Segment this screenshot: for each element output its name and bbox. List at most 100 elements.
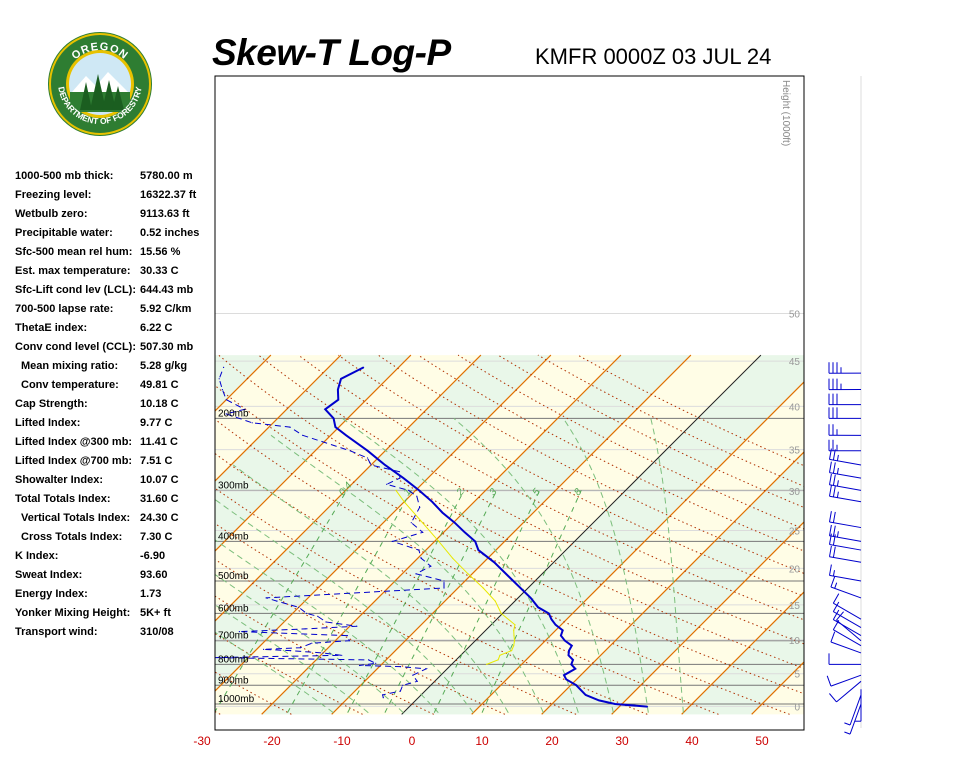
- series-point: [337, 389, 339, 391]
- index-label: Cross Totals Index:: [21, 531, 123, 543]
- series-point: [408, 489, 410, 491]
- wind-barb: [828, 653, 862, 665]
- index-value: 0.52 inches: [140, 227, 200, 239]
- series-point: [363, 366, 365, 368]
- isotherm-band: [261, 355, 691, 715]
- index-label: Showalter Index:: [15, 474, 104, 486]
- series-point: [299, 647, 301, 649]
- index-row: Vertical Totals Index: 24.30 C: [15, 512, 225, 528]
- index-value: 507.30 mb: [140, 341, 194, 353]
- height-label: 20: [789, 564, 801, 575]
- wind-barb: [844, 703, 862, 735]
- isotherm-band: [331, 355, 761, 715]
- series-point: [322, 652, 324, 654]
- series-point: [325, 621, 327, 623]
- index-row: Energy Index: 1.73: [15, 588, 225, 604]
- index-row: Freezing level: 16322.37 ft: [15, 189, 225, 205]
- index-label: Cap Strength:: [15, 398, 88, 410]
- index-label: Sfc-Lift cond lev (LCL):: [15, 284, 136, 296]
- series-point: [513, 635, 515, 637]
- height-label: 15: [789, 601, 801, 612]
- series-point: [348, 640, 350, 642]
- index-row: Cross Totals Index: 7.30 C: [15, 531, 225, 547]
- wind-barb: [829, 533, 862, 551]
- index-label: Sweat Index:: [15, 569, 83, 581]
- isotherm: [215, 354, 342, 482]
- height-labels: 0 5 10 15 20 25 30 35 40 45 50: [789, 309, 801, 713]
- series-point: [358, 664, 361, 667]
- height-label: 50: [789, 309, 801, 320]
- series-point: [370, 464, 372, 466]
- moist-adiabat: [342, 417, 579, 713]
- index-row: Conv temperature: 49.81 C: [15, 379, 225, 395]
- wind-barbs: [826, 362, 862, 735]
- series-point: [443, 580, 445, 582]
- index-label: Lifted Index:: [15, 417, 81, 429]
- series-point: [482, 587, 484, 589]
- series-point: [276, 600, 278, 602]
- series-point: [218, 378, 220, 380]
- series-point: [289, 650, 291, 652]
- series-point: [564, 640, 566, 642]
- index-value: 15.56 %: [140, 246, 181, 258]
- x-axis-ticks: -30 -20 -10 0 10 20 30 40 50: [193, 734, 769, 748]
- series-point: [302, 434, 304, 436]
- series-point: [333, 417, 335, 419]
- index-row: Transport wind: 310/08: [15, 626, 225, 642]
- height-label: 40: [789, 402, 801, 413]
- series-point: [571, 645, 573, 647]
- station-time: KMFR 0000Z 03 JUL 24: [535, 44, 772, 69]
- isotherm: [471, 381, 804, 715]
- series-point: [289, 426, 291, 428]
- wind-barb: [829, 473, 862, 491]
- x-tick-label: 40: [685, 734, 699, 748]
- x-tick-label: 50: [755, 734, 769, 748]
- mixing-ratio-line: [481, 490, 582, 713]
- pressure-label: 200mb: [218, 408, 249, 419]
- series-point: [514, 624, 516, 626]
- series-point: [560, 635, 562, 637]
- isotherm: [611, 521, 804, 715]
- index-label: K Index:: [15, 550, 59, 562]
- mixing-ratio-line: [433, 490, 541, 713]
- series-point: [467, 573, 469, 575]
- index-label: Energy Index:: [15, 588, 88, 600]
- index-row: Lifted Index: 9.77 C: [15, 417, 225, 433]
- series-point: [425, 668, 427, 670]
- height-label: 0: [794, 702, 800, 713]
- series-point: [499, 654, 501, 656]
- dry-adiabat: [218, 354, 804, 670]
- index-value: 5.92 C/km: [140, 303, 192, 315]
- series-point: [418, 549, 420, 551]
- index-value: 644.43 mb: [140, 284, 194, 296]
- series-point: [565, 678, 567, 680]
- series-point: [337, 399, 339, 401]
- x-tick-label: -20: [263, 734, 281, 748]
- moist-adiabat: [453, 418, 614, 713]
- series-point: [474, 540, 476, 543]
- wind-barb: [855, 689, 862, 722]
- dry-adiabat: [215, 522, 577, 715]
- index-label: 1000-500 mb thick:: [15, 170, 114, 182]
- series-point: [367, 450, 369, 452]
- series-point: [238, 631, 240, 633]
- height-label: 35: [789, 446, 801, 457]
- isotherm-band: [401, 355, 804, 715]
- index-value: 93.60: [140, 569, 168, 581]
- series-point: [452, 557, 454, 559]
- series-point: [646, 706, 649, 708]
- plot-frame: [214, 75, 805, 731]
- isotherm: [215, 354, 412, 552]
- series-point: [454, 522, 456, 524]
- wind-barb: [832, 601, 862, 628]
- series-point: [563, 674, 565, 676]
- index-value: 5K+ ft: [140, 607, 171, 619]
- series-point: [494, 600, 496, 602]
- index-label: Est. max temperature:: [15, 265, 131, 277]
- index-value: 310/08: [140, 626, 174, 638]
- series-point: [225, 399, 227, 401]
- index-value: 9.77 C: [140, 417, 173, 429]
- series-point: [306, 612, 308, 615]
- index-row: Est. max temperature: 30.33 C: [15, 265, 225, 281]
- series-point: [513, 640, 516, 642]
